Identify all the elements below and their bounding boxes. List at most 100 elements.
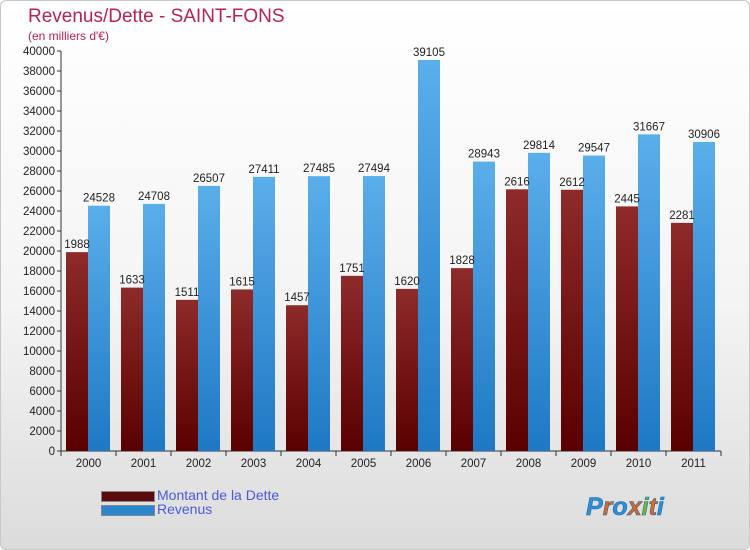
proxiti-logo: Proxiti bbox=[586, 493, 665, 522]
legend-item-dette: Montant de la Dette bbox=[101, 487, 361, 503]
data-label-dette: 1620 bbox=[394, 276, 420, 288]
x-tick-label: 2002 bbox=[186, 458, 212, 470]
data-label-dette: 2612 bbox=[559, 177, 585, 189]
bar-revenus bbox=[638, 134, 660, 451]
legend-swatch-revenus bbox=[101, 505, 155, 516]
bar-dette bbox=[286, 305, 308, 451]
data-label-revenus: 29814 bbox=[523, 140, 556, 152]
data-label-dette: 1751 bbox=[339, 263, 365, 275]
x-tick-label: 2001 bbox=[131, 458, 157, 470]
x-tick-label: 2003 bbox=[241, 458, 267, 470]
y-tick-label: 20000 bbox=[23, 246, 55, 258]
data-label-dette: 1633 bbox=[119, 275, 145, 287]
y-tick-label: 12000 bbox=[23, 326, 55, 338]
bar-dette bbox=[506, 189, 528, 451]
data-label-revenus: 28943 bbox=[468, 149, 500, 161]
data-label-revenus: 31667 bbox=[633, 121, 665, 133]
y-tick-label: 38000 bbox=[23, 66, 55, 78]
x-tick-label: 2011 bbox=[681, 458, 706, 470]
data-label-revenus: 27485 bbox=[303, 163, 335, 175]
data-label-revenus: 24528 bbox=[83, 193, 115, 205]
bars-group bbox=[66, 59, 715, 452]
bar-revenus bbox=[693, 141, 715, 451]
y-tick-label: 10000 bbox=[23, 346, 55, 358]
y-tick-label: 30000 bbox=[23, 146, 55, 158]
y-tick-label: 22000 bbox=[23, 226, 55, 238]
logo-letter: t bbox=[649, 493, 659, 521]
axes: 0 2000 4000 6000 8000 10000 12000 14000 16000 180… bbox=[23, 46, 722, 470]
y-tick-label: 40000 bbox=[23, 46, 55, 58]
bar-revenus bbox=[308, 176, 330, 451]
data-label-dette: 1615 bbox=[229, 276, 255, 288]
x-tick-label: 2010 bbox=[626, 458, 652, 470]
logo-letter: x bbox=[626, 493, 643, 521]
x-tick-label: 2009 bbox=[571, 458, 597, 470]
bar-dette bbox=[616, 206, 638, 451]
y-tick-label: 6000 bbox=[29, 386, 55, 398]
data-label-revenus: 27411 bbox=[248, 164, 279, 176]
y-tick-label: 36000 bbox=[23, 86, 55, 98]
data-label-dette: 1988 bbox=[64, 239, 90, 251]
bar-revenus bbox=[418, 59, 440, 451]
y-tick-label: 34000 bbox=[23, 106, 55, 118]
x-tick-label: 2004 bbox=[296, 458, 322, 470]
legend-item-revenus: Revenus bbox=[101, 501, 361, 517]
legend-swatch-dette bbox=[101, 491, 155, 502]
logo-letter: o bbox=[612, 493, 627, 521]
logo-letter: i bbox=[642, 493, 650, 521]
bar-dette bbox=[561, 189, 583, 451]
bar-dette bbox=[231, 289, 253, 451]
data-label-revenus: 27494 bbox=[358, 163, 391, 175]
legend-label-dette: Montant de la Dette bbox=[157, 487, 280, 503]
x-tick-label: 2007 bbox=[461, 458, 487, 470]
bar-dette bbox=[121, 287, 143, 451]
y-tick-label: 24000 bbox=[23, 206, 55, 218]
legend: Montant de la Dette Revenus bbox=[101, 487, 361, 517]
data-label-revenus: 26507 bbox=[193, 173, 225, 185]
data-label-revenus: 24708 bbox=[138, 191, 170, 203]
data-label-revenus: 30906 bbox=[688, 129, 720, 141]
data-label-dette: 1511 bbox=[175, 287, 200, 299]
bar-revenus bbox=[198, 185, 220, 451]
bar-dette bbox=[396, 288, 418, 451]
bar-dette bbox=[176, 299, 198, 451]
logo-letter: P bbox=[586, 493, 603, 521]
data-label-dette: 1457 bbox=[284, 292, 310, 304]
data-label-revenus: 29547 bbox=[578, 143, 610, 155]
bar-revenus bbox=[253, 176, 275, 451]
y-tick-label: 18000 bbox=[23, 266, 55, 278]
bar-revenus bbox=[528, 152, 550, 452]
y-tick-label: 28000 bbox=[23, 166, 55, 178]
data-labels-group: 1988 24528 1633 24708 1511 26507 1615 27411 1457… bbox=[64, 47, 720, 304]
data-label-dette: 2616 bbox=[504, 176, 530, 188]
bar-dette bbox=[66, 252, 88, 451]
bar-revenus bbox=[583, 155, 605, 451]
y-tick-label: 32000 bbox=[23, 126, 55, 138]
logo-letter: r bbox=[603, 493, 614, 521]
legend-label-revenus: Revenus bbox=[157, 501, 213, 517]
logo-wordmark: Proxiti bbox=[586, 493, 665, 521]
data-label-dette: 1828 bbox=[449, 255, 475, 267]
y-tick-label: 16000 bbox=[23, 286, 55, 298]
bar-revenus bbox=[143, 203, 165, 451]
y-tick-label: 0 bbox=[49, 446, 55, 458]
x-tick-label: 2000 bbox=[76, 458, 102, 470]
data-label-revenus: 39105 bbox=[413, 47, 445, 59]
bar-revenus bbox=[363, 176, 385, 451]
x-tick-label: 2006 bbox=[406, 458, 432, 470]
y-tick-label: 4000 bbox=[29, 406, 55, 418]
y-tick-label: 2000 bbox=[29, 426, 55, 438]
y-tick-label: 14000 bbox=[23, 306, 55, 318]
data-label-dette: 2281 bbox=[669, 210, 695, 222]
bar-dette bbox=[671, 222, 693, 451]
x-tick-label: 2005 bbox=[351, 458, 377, 470]
data-label-dette: 2445 bbox=[614, 193, 640, 205]
bar-dette bbox=[341, 275, 363, 451]
bar-revenus bbox=[88, 205, 110, 451]
logo-letter: i bbox=[657, 493, 665, 521]
y-tick-label: 8000 bbox=[29, 366, 55, 378]
chart-title: Revenus/Dette - SAINT-FONS bbox=[28, 6, 285, 27]
y-tick-label: 26000 bbox=[23, 186, 55, 198]
